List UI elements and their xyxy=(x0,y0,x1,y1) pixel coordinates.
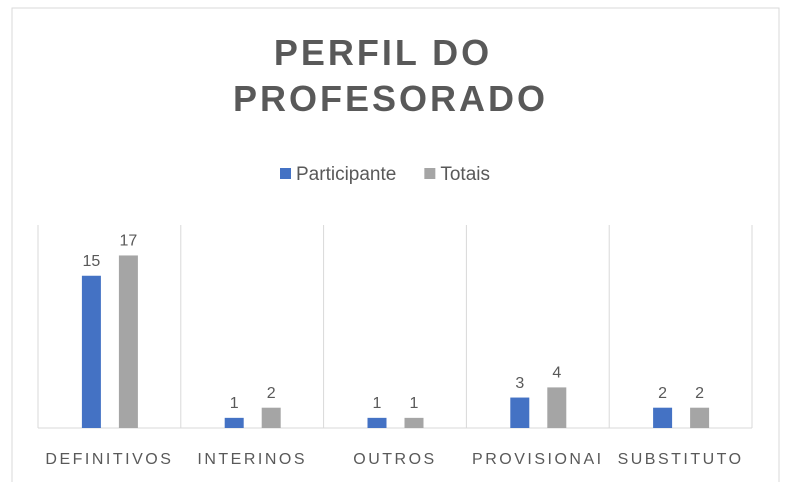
chart-border xyxy=(11,7,780,482)
data-label: 1 xyxy=(410,395,419,412)
data-label: 15 xyxy=(83,253,101,270)
x-tick-label: DEFINITIVOS xyxy=(45,451,173,468)
bar xyxy=(224,417,244,428)
x-tick-label: SUBSTITUTO xyxy=(618,451,744,468)
data-label: 2 xyxy=(267,385,276,402)
legend-label: Totais xyxy=(440,164,490,185)
data-label: 3 xyxy=(515,375,524,392)
bar xyxy=(547,387,567,428)
data-label: 2 xyxy=(695,385,704,402)
legend-swatch xyxy=(280,168,291,179)
x-tick-label: OUTROS xyxy=(353,451,436,468)
bar xyxy=(653,407,673,428)
data-label: 17 xyxy=(120,233,138,250)
data-label: 1 xyxy=(230,395,239,412)
bar xyxy=(261,407,281,428)
data-label: 1 xyxy=(373,395,382,412)
bar xyxy=(367,417,387,428)
legend-label: Participante xyxy=(296,164,396,185)
x-tick-label: PROVISIONAI xyxy=(472,451,604,468)
bar xyxy=(118,255,138,428)
x-tick-label: INTERINOS xyxy=(197,451,307,468)
bar xyxy=(81,275,101,428)
data-label: 2 xyxy=(658,385,667,402)
bar xyxy=(404,417,424,428)
data-label: 4 xyxy=(552,365,561,382)
bar xyxy=(690,407,710,428)
chart-title: PERFIL DO PROFESORADO xyxy=(233,32,549,119)
legend-swatch xyxy=(424,168,436,179)
bar xyxy=(510,397,530,428)
